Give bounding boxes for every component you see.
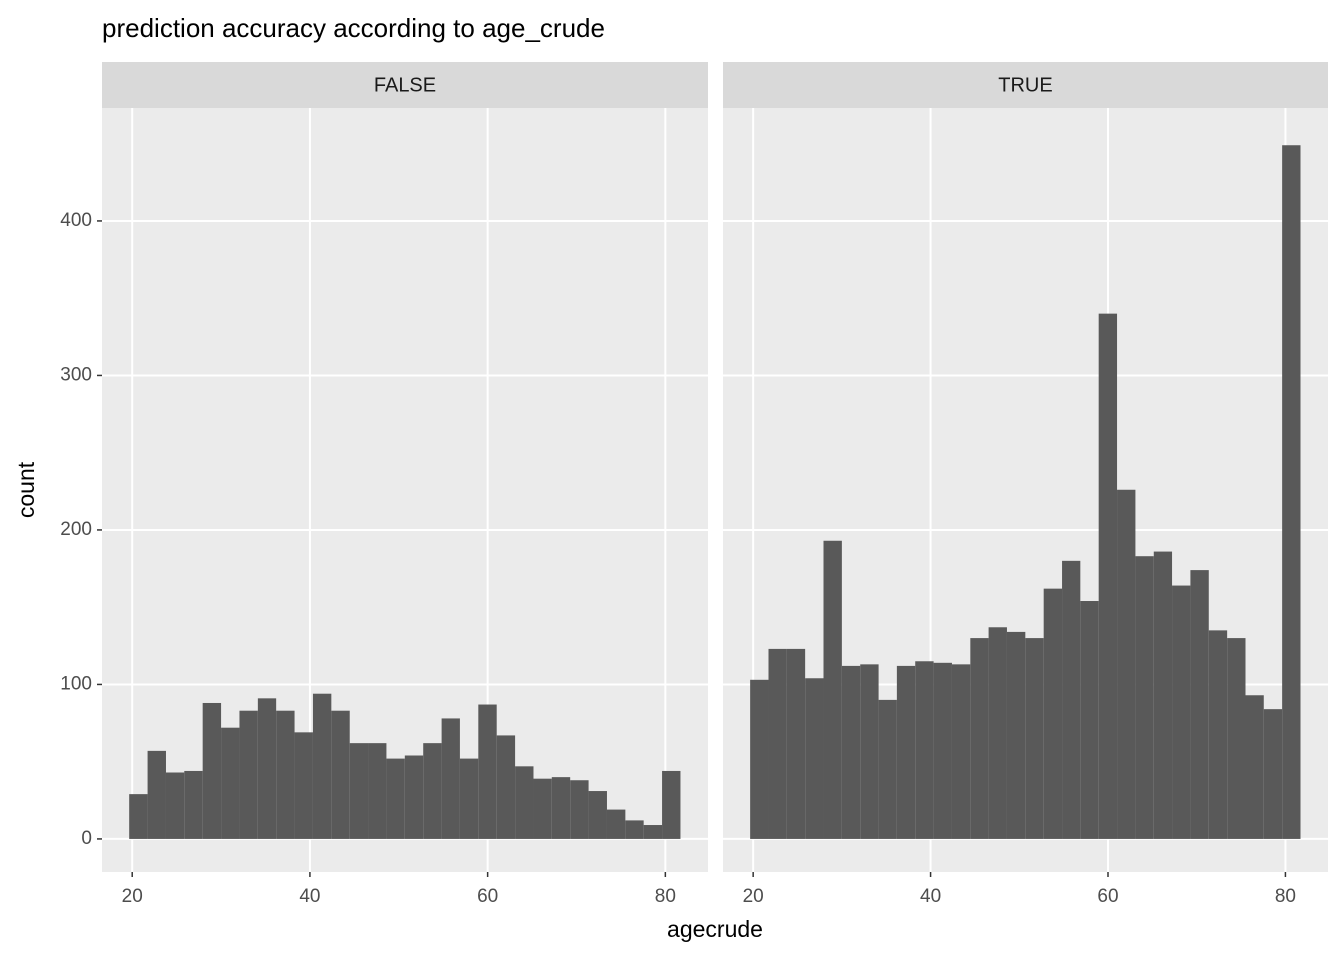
histogram-bar (1025, 638, 1044, 839)
histogram-bar (805, 678, 824, 839)
histogram-bar (588, 791, 607, 839)
histogram-bar (750, 679, 769, 839)
histogram-bar (312, 693, 332, 839)
x-tick-label: 20 (743, 886, 764, 907)
histogram-bar (570, 780, 589, 839)
y-tick-label: 0 (81, 828, 92, 849)
histogram-bar (368, 743, 387, 839)
histogram-bar (459, 758, 479, 839)
histogram-bar (478, 704, 497, 839)
histogram-bar (1135, 556, 1154, 839)
histogram-bar (1263, 709, 1283, 839)
x-tick-label: 60 (477, 886, 498, 907)
histogram-bar (202, 702, 222, 839)
strip-label: FALSE (374, 74, 436, 96)
x-tick-label: 60 (1097, 886, 1118, 907)
y-tick-label: 400 (60, 210, 92, 231)
histogram-bar (1043, 588, 1063, 839)
histogram-bar (239, 710, 258, 839)
histogram-bar (970, 638, 989, 839)
histogram-bar (1006, 631, 1026, 839)
histogram-bar (349, 743, 369, 839)
histogram-bar (1172, 585, 1191, 839)
x-tick-label: 80 (1275, 886, 1296, 907)
histogram-bar (496, 735, 516, 839)
histogram-bar (331, 710, 350, 839)
histogram-bar (1098, 313, 1118, 839)
histogram-bar (533, 778, 552, 839)
histogram-bar (606, 809, 626, 839)
histogram-bar (988, 627, 1007, 839)
histogram-bar (1282, 145, 1301, 839)
strip-background (723, 62, 1328, 108)
x-tick-label: 80 (655, 886, 676, 907)
histogram-bar (404, 755, 424, 839)
histogram-bar (221, 727, 240, 839)
histogram-bar (129, 794, 148, 839)
histogram-bar (257, 698, 277, 839)
strip-background (102, 62, 708, 108)
histogram-bar (662, 770, 681, 839)
histogram-bar (1062, 560, 1081, 839)
histogram-bar (423, 743, 442, 839)
histogram-bar (915, 661, 934, 839)
x-tick-label: 40 (920, 886, 941, 907)
y-tick-label: 300 (60, 364, 92, 385)
x-tick-label: 40 (299, 886, 320, 907)
strip-label: TRUE (998, 74, 1052, 96)
histogram-bar (1153, 551, 1173, 839)
x-tick-label: 20 (122, 886, 143, 907)
histogram-bar (841, 665, 861, 839)
histogram-bar (147, 750, 166, 839)
histogram-bar (386, 758, 405, 839)
histogram-bar (276, 710, 295, 839)
histogram-bar (1245, 695, 1264, 839)
histogram-bar (1208, 630, 1228, 839)
histogram-bar (625, 820, 644, 839)
y-axis-label: count (13, 461, 39, 518)
histogram-bar (1117, 489, 1136, 839)
histogram-bar (1227, 638, 1246, 839)
histogram-bar (933, 662, 952, 839)
histogram-bar (294, 732, 313, 839)
histogram-bar (896, 665, 916, 839)
histogram-bar (1080, 601, 1099, 839)
histogram-bar (786, 648, 806, 839)
histogram-bar (823, 540, 842, 839)
y-tick-label: 200 (60, 519, 92, 540)
histogram-bar (515, 766, 534, 839)
histogram-bar (768, 648, 787, 839)
x-axis-label: agecrude (667, 916, 763, 942)
histogram-bar (551, 777, 571, 839)
histogram-bar (165, 772, 185, 839)
histogram-bar (951, 664, 971, 839)
histogram-bar (860, 664, 879, 839)
chart-title: prediction accuracy according to age_cru… (102, 13, 605, 43)
histogram-bar (878, 699, 897, 839)
y-tick-label: 100 (60, 673, 92, 694)
histogram-bar (184, 770, 203, 839)
histogram-bar (643, 825, 663, 839)
histogram-bar (441, 718, 460, 839)
histogram-bar (1190, 570, 1209, 839)
